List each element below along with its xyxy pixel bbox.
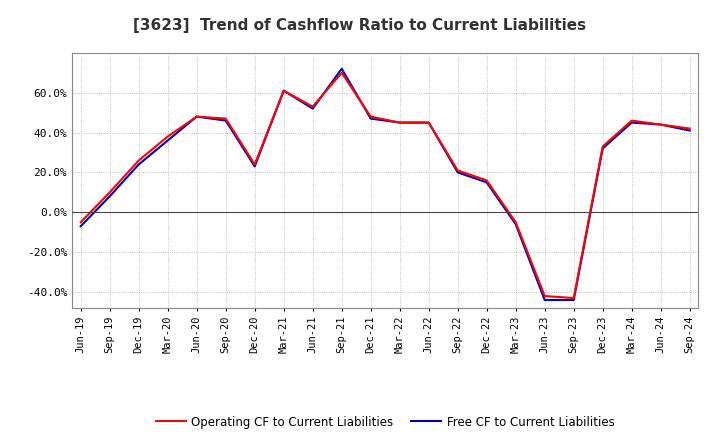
Free CF to Current Liabilities — [627, 120, 636, 125]
Operating CF to Current Liabilities — [657, 122, 665, 127]
Free CF to Current Liabilities — [221, 118, 230, 123]
Operating CF to Current Liabilities — [511, 220, 520, 225]
Operating CF to Current Liabilities — [424, 120, 433, 125]
Free CF to Current Liabilities — [685, 128, 694, 133]
Free CF to Current Liabilities — [76, 224, 85, 229]
Operating CF to Current Liabilities — [454, 168, 462, 173]
Free CF to Current Liabilities — [192, 114, 201, 119]
Operating CF to Current Liabilities — [627, 118, 636, 123]
Free CF to Current Liabilities — [657, 122, 665, 127]
Operating CF to Current Liabilities — [105, 190, 114, 195]
Free CF to Current Liabilities — [424, 120, 433, 125]
Operating CF to Current Liabilities — [279, 88, 288, 93]
Free CF to Current Liabilities — [454, 170, 462, 175]
Operating CF to Current Liabilities — [221, 116, 230, 121]
Free CF to Current Liabilities — [338, 66, 346, 71]
Free CF to Current Liabilities — [570, 297, 578, 303]
Line: Operating CF to Current Liabilities: Operating CF to Current Liabilities — [81, 73, 690, 298]
Free CF to Current Liabilities — [541, 297, 549, 303]
Free CF to Current Liabilities — [279, 88, 288, 93]
Operating CF to Current Liabilities — [251, 162, 259, 167]
Operating CF to Current Liabilities — [598, 144, 607, 149]
Operating CF to Current Liabilities — [366, 114, 375, 119]
Free CF to Current Liabilities — [598, 146, 607, 151]
Free CF to Current Liabilities — [511, 222, 520, 227]
Free CF to Current Liabilities — [366, 116, 375, 121]
Operating CF to Current Liabilities — [163, 134, 172, 139]
Free CF to Current Liabilities — [105, 194, 114, 199]
Free CF to Current Liabilities — [395, 120, 404, 125]
Operating CF to Current Liabilities — [135, 158, 143, 163]
Operating CF to Current Liabilities — [685, 126, 694, 131]
Operating CF to Current Liabilities — [482, 178, 491, 183]
Line: Free CF to Current Liabilities: Free CF to Current Liabilities — [81, 69, 690, 300]
Operating CF to Current Liabilities — [338, 70, 346, 75]
Operating CF to Current Liabilities — [395, 120, 404, 125]
Operating CF to Current Liabilities — [541, 293, 549, 299]
Free CF to Current Liabilities — [482, 180, 491, 185]
Free CF to Current Liabilities — [308, 106, 317, 111]
Free CF to Current Liabilities — [135, 162, 143, 167]
Free CF to Current Liabilities — [163, 138, 172, 143]
Text: [3623]  Trend of Cashflow Ratio to Current Liabilities: [3623] Trend of Cashflow Ratio to Curren… — [133, 18, 587, 33]
Operating CF to Current Liabilities — [570, 295, 578, 301]
Free CF to Current Liabilities — [251, 164, 259, 169]
Operating CF to Current Liabilities — [192, 114, 201, 119]
Operating CF to Current Liabilities — [76, 220, 85, 225]
Legend: Operating CF to Current Liabilities, Free CF to Current Liabilities: Operating CF to Current Liabilities, Fre… — [151, 411, 619, 433]
Operating CF to Current Liabilities — [308, 104, 317, 109]
